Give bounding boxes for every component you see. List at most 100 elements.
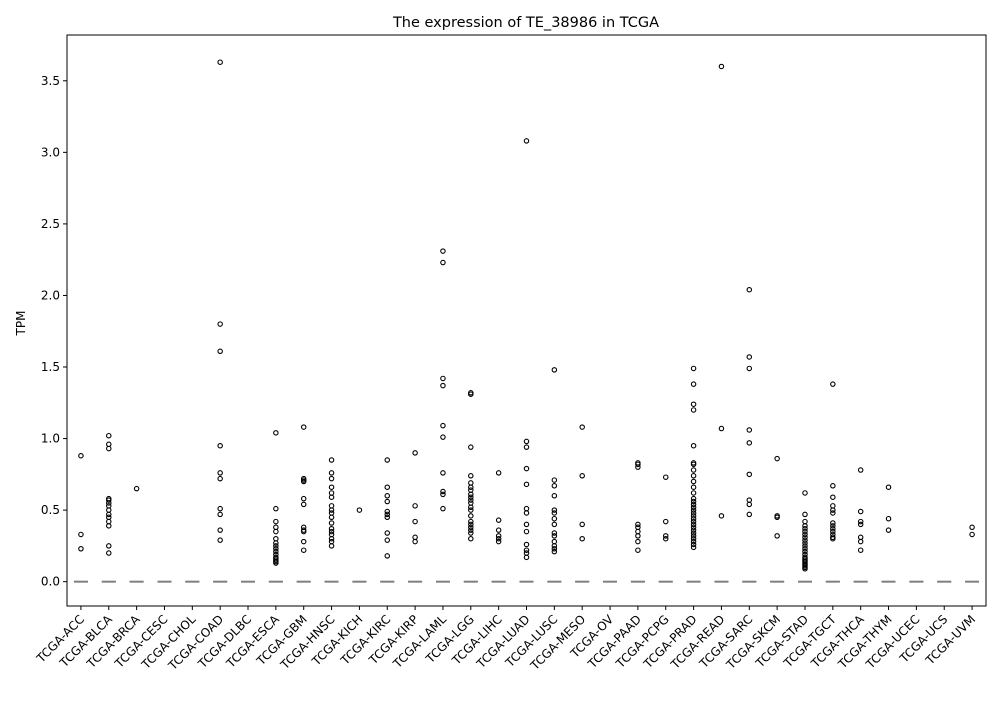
outlier-point — [690, 501, 697, 508]
outlier-point — [468, 507, 474, 513]
box-group — [408, 450, 423, 583]
outlier-point — [690, 504, 697, 511]
outlier-point — [802, 531, 808, 538]
outlier-point — [273, 535, 279, 542]
outlier-point — [328, 475, 335, 482]
y-tick-label: 2.5 — [41, 217, 60, 231]
outlier-point — [523, 481, 530, 488]
outlier-point — [412, 450, 418, 456]
outlier-point — [802, 511, 808, 518]
outlier-point — [273, 548, 279, 555]
outlier-point — [440, 375, 446, 382]
outlier-point — [802, 566, 808, 572]
outlier-point — [468, 494, 474, 500]
outlier-point — [746, 501, 753, 508]
outlier-point — [328, 520, 335, 526]
outlier-point — [551, 367, 558, 373]
outlier-point — [690, 515, 697, 522]
outlier-point — [384, 530, 391, 536]
outlier-point — [690, 510, 697, 516]
outlier-point — [300, 528, 307, 535]
outlier-point — [495, 470, 502, 476]
outlier-point — [300, 478, 307, 485]
outlier-point — [523, 528, 530, 535]
box-group — [435, 248, 450, 583]
outlier-point — [690, 521, 697, 528]
outlier-point — [551, 510, 558, 516]
outlier-point — [802, 523, 808, 529]
outlier-point — [523, 541, 530, 548]
outlier-point — [690, 513, 697, 519]
outlier-point — [440, 422, 446, 429]
outlier-point — [635, 461, 641, 468]
outlier-point — [551, 548, 558, 555]
outlier-point — [106, 523, 112, 529]
outlier-point — [802, 534, 808, 541]
outlier-point — [830, 523, 836, 529]
outlier-point — [106, 441, 112, 448]
outlier-point — [802, 537, 808, 543]
outlier-point — [300, 501, 307, 508]
box-group — [463, 390, 478, 583]
outlier-point — [830, 535, 836, 542]
outlier-point — [690, 527, 697, 533]
outlier-point — [523, 444, 530, 450]
outlier-point — [690, 524, 697, 531]
outlier-point — [440, 505, 446, 512]
outlier-point — [273, 518, 279, 525]
outlier-point — [468, 518, 474, 525]
outlier-point — [328, 543, 335, 549]
outlier-point — [273, 430, 279, 436]
y-tick-label: 3.0 — [41, 145, 60, 159]
box-group — [491, 470, 506, 583]
outlier-point — [273, 540, 279, 546]
outlier-point — [468, 487, 474, 493]
outlier-point — [440, 248, 446, 254]
outlier-point — [690, 533, 697, 539]
outlier-point — [273, 528, 279, 535]
plot-area-frame — [66, 34, 987, 607]
outlier-point — [551, 546, 558, 552]
outlier-point — [468, 497, 474, 503]
outlier-point — [579, 473, 585, 479]
outlier-point — [440, 470, 446, 476]
outlier-point — [384, 511, 391, 518]
outlier-point — [830, 528, 836, 535]
outlier-point — [746, 354, 753, 360]
outlier-point — [495, 535, 502, 542]
outlier-point — [690, 507, 697, 513]
y-tick-label: 1.5 — [41, 360, 60, 374]
outlier-point — [106, 518, 112, 525]
outlier-point — [468, 391, 474, 397]
outlier-point — [690, 407, 697, 413]
outlier-point — [217, 470, 223, 476]
outlier-point — [328, 503, 335, 509]
outlier-point — [857, 518, 864, 525]
outlier-point — [106, 500, 112, 506]
outlier-point — [830, 503, 836, 509]
outlier-point — [662, 518, 669, 525]
outlier-point — [106, 497, 112, 503]
box-group — [547, 367, 562, 583]
box-group — [686, 365, 701, 583]
outlier-point — [690, 401, 697, 407]
outlier-point — [468, 484, 474, 490]
outlier-point — [384, 498, 391, 505]
box-group — [519, 138, 534, 583]
outlier-point — [690, 484, 697, 490]
outlier-point — [885, 515, 892, 522]
outlier-point — [830, 381, 836, 387]
outlier-point — [468, 504, 474, 511]
outlier-point — [579, 521, 585, 528]
outlier-point — [468, 535, 474, 542]
outlier-point — [635, 524, 641, 531]
outlier-point — [300, 495, 307, 502]
box-group — [213, 59, 228, 583]
outlier-point — [523, 521, 530, 528]
outlier-point — [802, 548, 808, 555]
outlier-point — [412, 518, 418, 525]
box-group — [965, 524, 980, 583]
box-group — [129, 485, 144, 583]
